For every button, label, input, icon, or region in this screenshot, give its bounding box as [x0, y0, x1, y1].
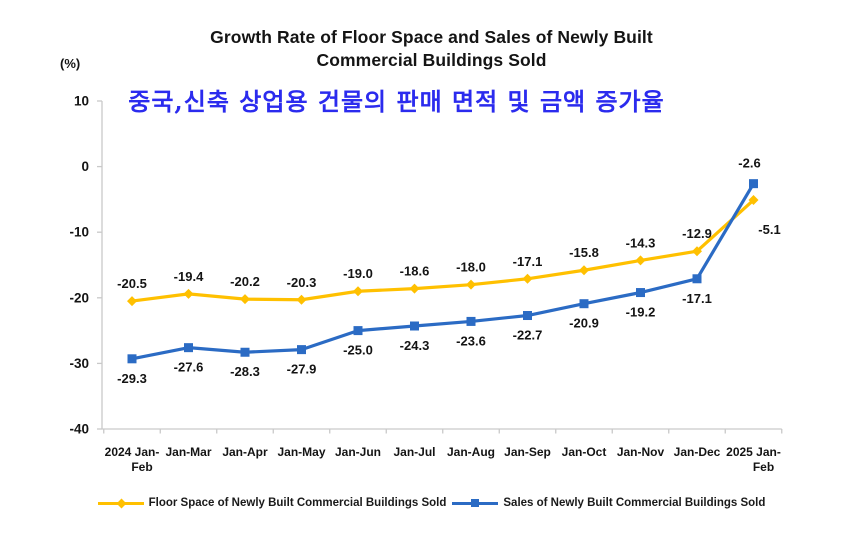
svg-text:Jan-Jul: Jan-Jul	[393, 445, 435, 459]
svg-text:Jan-Aug: Jan-Aug	[447, 445, 495, 459]
svg-text:2024 Jan-: 2024 Jan-	[105, 445, 160, 459]
legend-label-sales: Sales of Newly Built Commercial Building…	[503, 497, 766, 509]
diamond-marker-icon	[466, 279, 476, 290]
svg-text:Jan-Dec: Jan-Dec	[674, 445, 721, 459]
svg-text:-20.5: -20.5	[117, 276, 147, 291]
square-marker-icon	[579, 299, 589, 309]
svg-text:-19.2: -19.2	[626, 305, 656, 320]
square-marker-icon	[636, 288, 645, 298]
svg-text:-14.3: -14.3	[626, 235, 656, 250]
svg-text:Jan-Sep: Jan-Sep	[504, 445, 551, 459]
svg-text:Jan-Mar: Jan-Mar	[165, 445, 211, 459]
svg-text:-30: -30	[69, 356, 89, 371]
svg-text:0: 0	[81, 159, 89, 174]
svg-text:-10: -10	[69, 225, 89, 240]
svg-text:Jan-Oct: Jan-Oct	[562, 445, 607, 459]
svg-text:-19.0: -19.0	[343, 266, 373, 281]
svg-text:-40: -40	[69, 422, 89, 437]
diamond-marker-icon	[522, 273, 533, 284]
svg-text:Feb: Feb	[131, 460, 152, 474]
diamond-marker-icon	[183, 288, 194, 299]
svg-text:-5.1: -5.1	[758, 222, 780, 237]
diamond-marker-icon	[409, 283, 420, 294]
sales-data-labels: -29.3 -27.6 -28.3 -27.9 -25.0 -24.3 -23.6 -22.7…	[117, 156, 761, 386]
square-marker-icon	[297, 345, 306, 355]
svg-text:-29.3: -29.3	[117, 371, 147, 386]
axes	[97, 100, 783, 434]
square-marker-icon	[523, 311, 532, 321]
svg-text:-27.9: -27.9	[287, 362, 317, 377]
svg-text:-20.2: -20.2	[230, 274, 260, 289]
diamond-marker-icon	[127, 296, 137, 307]
square-marker-icon	[353, 326, 363, 336]
legend-item-sales: Sales of Newly Built Commercial Building…	[452, 497, 765, 509]
square-marker-icon	[692, 274, 702, 284]
svg-text:Jan-Nov: Jan-Nov	[617, 445, 665, 459]
chart-legend: Floor Space of Newly Built Commercial Bu…	[0, 497, 863, 509]
legend-square-marker-icon	[471, 499, 480, 507]
diamond-marker-icon	[635, 255, 646, 266]
svg-text:2025 Jan-: 2025 Jan-	[726, 445, 781, 459]
svg-text:-19.4: -19.4	[174, 269, 204, 284]
svg-text:-25.0: -25.0	[343, 343, 373, 358]
svg-text:Jan-Jun: Jan-Jun	[335, 445, 381, 459]
series-line	[130, 198, 756, 303]
svg-text:-18.0: -18.0	[456, 260, 486, 275]
svg-text:-17.1: -17.1	[682, 291, 712, 306]
legend-line-sample-floor-space	[97, 498, 144, 509]
sales-series	[127, 179, 758, 364]
diamond-marker-icon	[748, 195, 759, 206]
legend-line-sample-sales	[452, 498, 499, 509]
floor-space-series	[127, 195, 759, 307]
chart-title-line2: Commercial Buildings Sold	[316, 50, 547, 70]
diamond-marker-icon	[353, 286, 363, 297]
svg-text:-22.7: -22.7	[513, 328, 543, 343]
y-axis-unit-label: (%)	[60, 56, 81, 71]
svg-text:-20.9: -20.9	[569, 316, 599, 331]
y-axis-tick-labels: 10 0 -10 -20 -30 -40	[69, 94, 89, 437]
svg-text:-24.3: -24.3	[400, 338, 430, 353]
svg-text:Jan-May: Jan-May	[277, 445, 325, 459]
svg-text:-12.9: -12.9	[682, 226, 712, 241]
chart-title: Growth Rate of Floor Space and Sales of …	[0, 26, 863, 72]
square-marker-icon	[184, 343, 193, 353]
square-marker-icon	[127, 354, 137, 364]
svg-text:-2.6: -2.6	[738, 156, 760, 171]
floor-space-data-labels: -20.5 -19.4 -20.2 -20.3 -19.0 -18.6 -18.0 -17.1…	[117, 222, 781, 291]
diamond-marker-icon	[692, 246, 702, 257]
diamond-marker-icon	[579, 265, 589, 276]
svg-text:Feb: Feb	[753, 460, 774, 474]
chart-title-line1: Growth Rate of Floor Space and Sales of …	[210, 27, 653, 47]
chart-subtitle-korean: 중국,신축 상업용 건물의 판매 면적 및 금액 증가율	[128, 87, 665, 116]
legend-diamond-marker-icon	[116, 498, 127, 508]
svg-text:10: 10	[74, 94, 89, 109]
legend-label-floor-space: Floor Space of Newly Built Commercial Bu…	[148, 497, 447, 509]
svg-text:-17.1: -17.1	[513, 254, 543, 269]
series-line	[130, 182, 756, 361]
diamond-marker-icon	[240, 294, 250, 305]
svg-text:-20: -20	[69, 290, 89, 305]
square-marker-icon	[749, 179, 758, 189]
svg-text:-15.8: -15.8	[569, 245, 599, 260]
diamond-marker-icon	[296, 294, 307, 305]
legend-item-floor-space: Floor Space of Newly Built Commercial Bu…	[97, 497, 447, 509]
svg-text:-28.3: -28.3	[230, 364, 260, 379]
svg-text:-18.6: -18.6	[400, 264, 430, 279]
svg-text:-20.3: -20.3	[287, 275, 317, 290]
square-marker-icon	[410, 321, 419, 331]
svg-text:-27.6: -27.6	[174, 360, 204, 375]
square-marker-icon	[466, 316, 476, 326]
square-marker-icon	[240, 347, 250, 357]
svg-text:-23.6: -23.6	[456, 333, 486, 348]
svg-text:Jan-Apr: Jan-Apr	[222, 445, 268, 459]
